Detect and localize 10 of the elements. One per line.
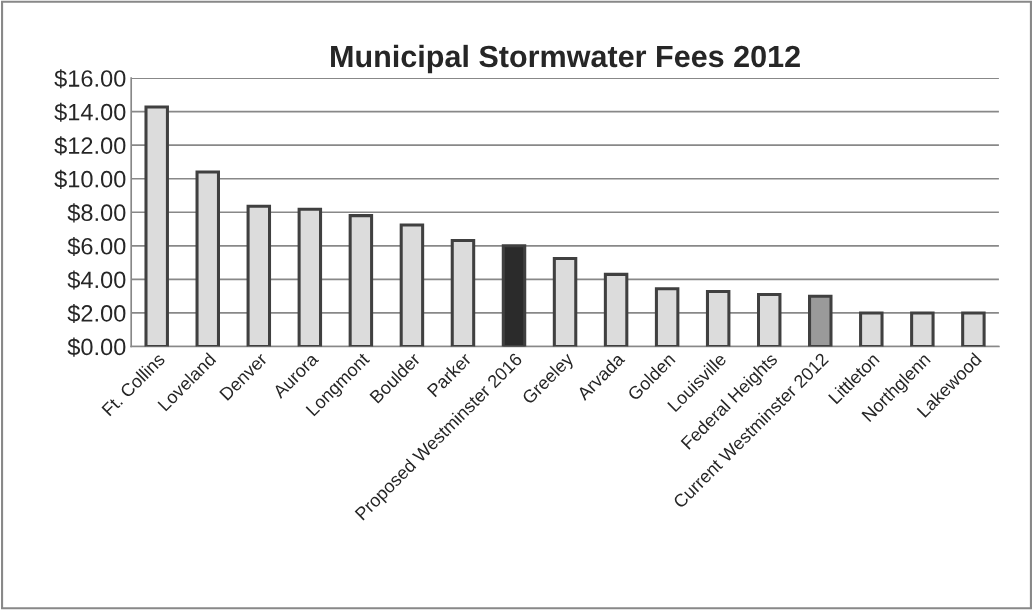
y-tick-label: $2.00 [67, 304, 126, 324]
y-tick-label: $10.00 [54, 169, 126, 189]
chart-title: Municipal Stormwater Fees 2012 [331, 44, 800, 74]
y-tick-label: $6.00 [67, 236, 126, 257]
y-tick-label: $12.00 [54, 136, 126, 156]
y-tick-label: $0.00 [67, 337, 126, 357]
y-tick-label: $4.00 [67, 270, 126, 290]
y-tick-label: $16.00 [54, 69, 126, 89]
y-tick-label: $8.00 [67, 203, 126, 223]
y-tick-label: $14.00 [54, 102, 126, 122]
